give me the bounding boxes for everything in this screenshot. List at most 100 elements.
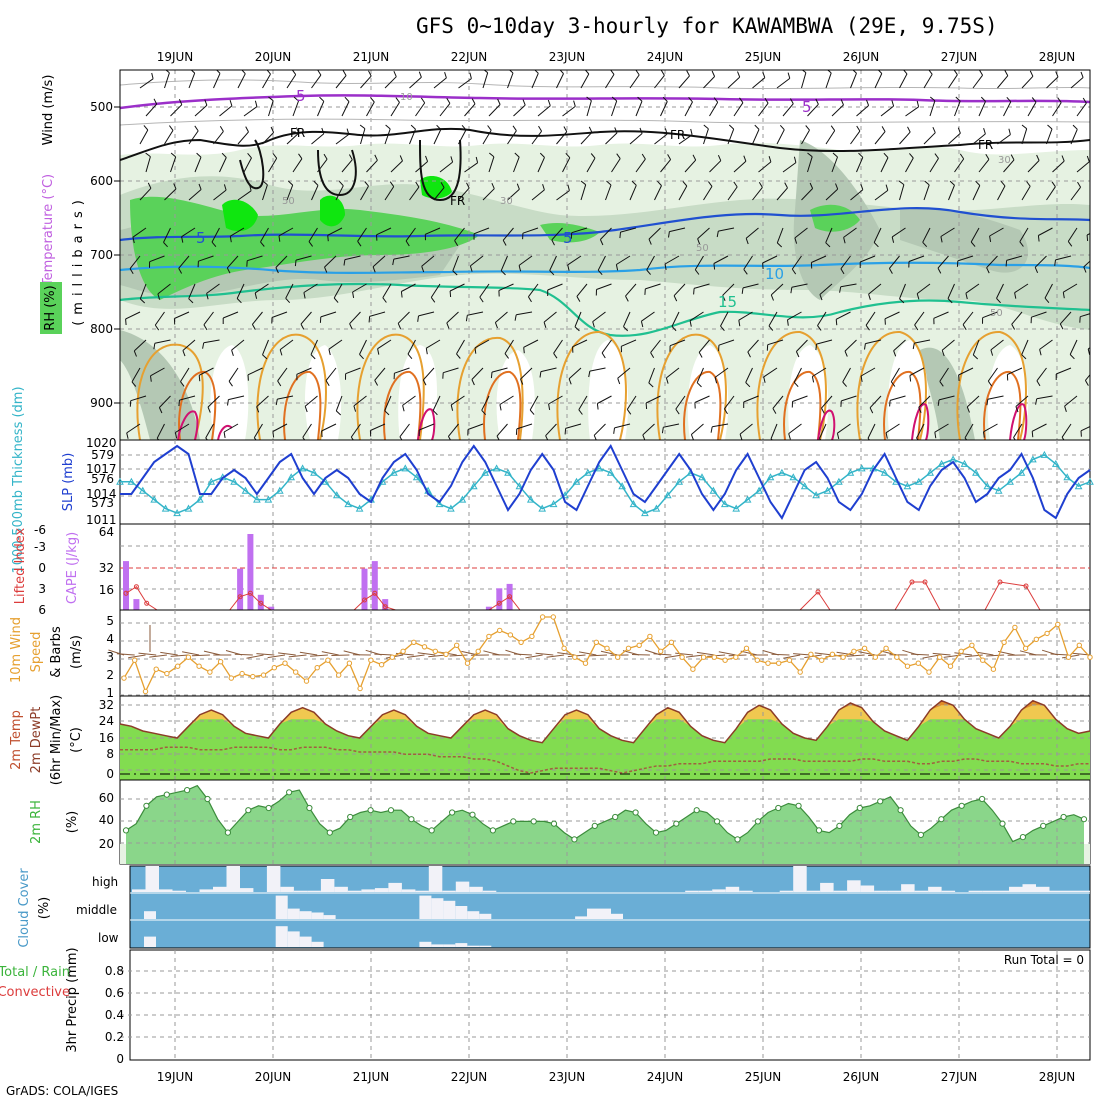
cape-label: CAPE (J/kg) <box>65 532 80 604</box>
wind10m-marker <box>1076 642 1083 648</box>
rh2m-marker <box>1019 834 1027 841</box>
rh2m-unit-label: (%) <box>65 811 80 834</box>
thickness-marker <box>355 504 364 512</box>
rh2m-line <box>125 784 1085 843</box>
slp-tick: 1011 <box>86 513 117 527</box>
li-tick: -3 <box>34 540 46 554</box>
thickness-marker <box>618 482 626 490</box>
thickness-marker <box>492 464 501 472</box>
wind10m-marker <box>228 675 235 681</box>
date-label-bottom: 27JUN <box>941 1070 978 1084</box>
thickness-marker <box>914 477 923 485</box>
cloud-bar <box>401 889 416 892</box>
cloud-bar <box>307 890 321 892</box>
cloud-bar <box>847 880 861 892</box>
wind10m-marker <box>486 633 492 640</box>
rh2m-marker <box>204 795 211 803</box>
temp2m-label-1: 2m Temp <box>9 710 24 770</box>
cloud-bar <box>1009 886 1023 892</box>
rh2m-marker <box>1080 816 1088 823</box>
rh-legend-swatch <box>40 282 62 334</box>
wind10m-barb <box>407 654 425 658</box>
cloud-bar <box>995 890 1009 892</box>
rh2m-marker <box>714 818 721 825</box>
thickness-marker <box>207 477 216 485</box>
wind10m-barb <box>299 651 318 656</box>
cloud-bar <box>280 886 294 892</box>
rh2m-marker <box>877 798 884 805</box>
wind10m-marker <box>411 639 417 645</box>
date-axis-top: 19JUN 20JUN 21JUN 22JUN 23JUN 24JUN 25JUN 26JUN… <box>157 50 1076 64</box>
li-marker <box>507 594 513 600</box>
wind10m-marker <box>615 654 621 660</box>
cloud-bar <box>419 895 432 919</box>
cloud-bar <box>144 911 156 919</box>
thickness-marker <box>549 500 558 508</box>
rh2m-label: 2m RH <box>29 800 44 844</box>
wind10m-marker <box>904 663 911 669</box>
cloud-bar <box>443 900 456 919</box>
wind10m-marker <box>142 688 149 695</box>
wind10m-marker <box>260 672 267 678</box>
cloud-bar <box>287 931 300 947</box>
wind10m-barb <box>374 653 393 656</box>
cloud-bar <box>455 881 470 892</box>
rh2m-marker <box>1040 822 1047 830</box>
rh2m-marker <box>449 809 456 816</box>
rh2m-marker <box>571 836 578 843</box>
precip-tick: 0.6 <box>105 986 124 1000</box>
thickness-marker <box>538 504 547 512</box>
wind10m-marker <box>733 654 739 660</box>
thickness-marker <box>812 491 820 499</box>
cloud-bar <box>311 912 324 919</box>
wind10m-barb <box>631 654 650 656</box>
rh2m-marker <box>428 827 435 834</box>
wind10m-barb <box>664 654 683 659</box>
thickness-marker <box>412 473 421 481</box>
cloud-bar <box>442 890 456 892</box>
wind10m-marker <box>357 685 363 692</box>
thickness-marker <box>629 500 638 508</box>
wind10m-marker <box>765 660 771 666</box>
contour-label-t5-b: 5 <box>563 229 573 247</box>
wind10m-marker <box>217 659 224 665</box>
wind10m-marker <box>132 657 138 663</box>
cloud-bar <box>455 943 468 947</box>
wind10m-barb <box>740 650 758 656</box>
contour-label-t10: 10 <box>765 265 784 283</box>
thickness-marker <box>903 482 912 490</box>
wind10m-barb <box>836 651 854 656</box>
rh2m-marker <box>408 816 415 823</box>
cloud-bar <box>941 890 956 892</box>
wind10m-marker <box>336 672 342 678</box>
li-cape-panel: -6 -3 0 3 6 64 32 16 Lifted Index CAPE (J/kg) <box>13 523 1091 617</box>
cloud-bar <box>145 866 159 892</box>
wind10m-barb <box>234 653 253 656</box>
thickness-marker <box>344 500 353 508</box>
wind10m-marker <box>1055 621 1061 628</box>
cloud-bar <box>928 886 942 892</box>
cloud-bar <box>860 885 875 892</box>
wind10m-marker <box>722 657 728 663</box>
pressure-tick: 900 <box>90 396 113 410</box>
li-marker <box>909 579 915 585</box>
date-label-bottom: 24JUN <box>647 1070 684 1084</box>
thickness-marker <box>1063 473 1072 481</box>
wind10m-marker <box>894 654 900 660</box>
pressure-tick: 700 <box>90 248 113 262</box>
rh2m-marker <box>143 802 150 809</box>
wind10m-marker <box>851 648 857 654</box>
li-tick: 3 <box>38 582 46 596</box>
upper-air-rh-label: RH (%) <box>43 285 58 330</box>
precip-unit-label: 3hr Precip (mm) <box>65 947 80 1052</box>
wind10m-barb <box>128 654 146 659</box>
wind10m-barb <box>793 653 811 656</box>
li-marker <box>496 600 502 606</box>
rh2m-marker <box>245 807 252 814</box>
thickness-marker <box>298 464 307 472</box>
contour-label-rh30-b: 30 <box>998 155 1011 166</box>
date-label-top: 27JUN <box>941 50 978 64</box>
upper-air-temp-label: Temperature (°C) <box>41 174 56 287</box>
contour-label-t15: 15 <box>718 293 737 311</box>
thickness-marker <box>173 509 181 517</box>
